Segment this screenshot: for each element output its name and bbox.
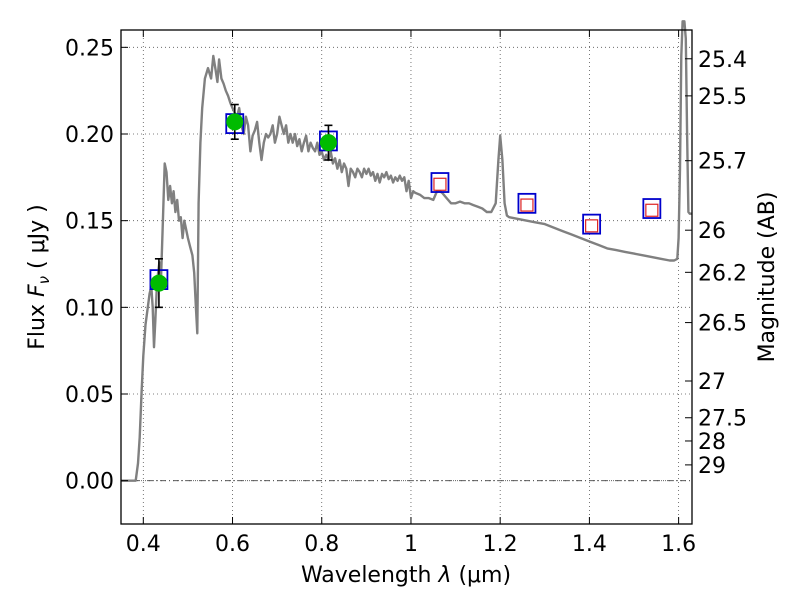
y-tick-label: 0.25 [65, 36, 114, 61]
x-tick-label: 1.6 [661, 532, 696, 557]
model-inner-marker [520, 198, 534, 212]
model-box-marker [517, 192, 537, 214]
model-inner-marker [433, 177, 447, 191]
magnitude-tick-label: 27 [698, 370, 726, 395]
spectrum-line [121, 20, 692, 482]
model-box-marker [430, 172, 450, 193]
magnitude-axis-label: Magnitude (AB) [755, 192, 780, 363]
x-tick-label: 1.4 [572, 532, 607, 557]
model-inner-marker [585, 219, 599, 233]
grid [121, 30, 692, 524]
plot-area [121, 20, 692, 482]
photometry-point [319, 134, 337, 152]
y-tick-label: 0.05 [65, 383, 114, 408]
magnitude-tick-label: 26.2 [698, 261, 747, 286]
x-tick-label: 1 [404, 532, 418, 557]
y-tick-label: 0.10 [65, 296, 114, 321]
y-axis-label: Flux Fν ( μJy ) [25, 204, 53, 349]
magnitude-tick-label: 26.5 [698, 312, 747, 337]
x-axis-label: Wavelength λ (μm) [301, 563, 511, 588]
magnitude-tick-label: 26 [698, 219, 726, 244]
plot-frame [120, 29, 693, 525]
x-tick-label: 0.8 [304, 532, 339, 557]
photometry-point [150, 274, 168, 292]
y-tick-label: 0.00 [65, 470, 114, 495]
x-tick-label: 1.2 [483, 532, 518, 557]
y-tick-label: 0.20 [65, 123, 114, 148]
magnitude-tick-label: 29 [698, 454, 726, 479]
magnitude-tick-label: 25.7 [698, 150, 747, 175]
model-box-marker [642, 198, 662, 219]
ticks: 0.4 0.6 0.8 1 1.2 1.4 1.6 0.00 0.05 0.10 0.15 0.20 0… [65, 30, 747, 557]
x-tick-label: 0.4 [126, 532, 161, 557]
model-inner-marker [645, 203, 659, 217]
magnitude-tick-label: 25.5 [698, 85, 747, 110]
y-tick-label: 0.15 [65, 210, 114, 235]
magnitude-tick-label: 27.5 [698, 407, 747, 432]
magnitude-tick-label: 25.4 [698, 48, 747, 73]
model-box-marker [582, 213, 602, 235]
photometry-point [226, 113, 244, 131]
x-tick-label: 0.6 [215, 532, 250, 557]
magnitude-tick-label: 28 [698, 430, 726, 455]
